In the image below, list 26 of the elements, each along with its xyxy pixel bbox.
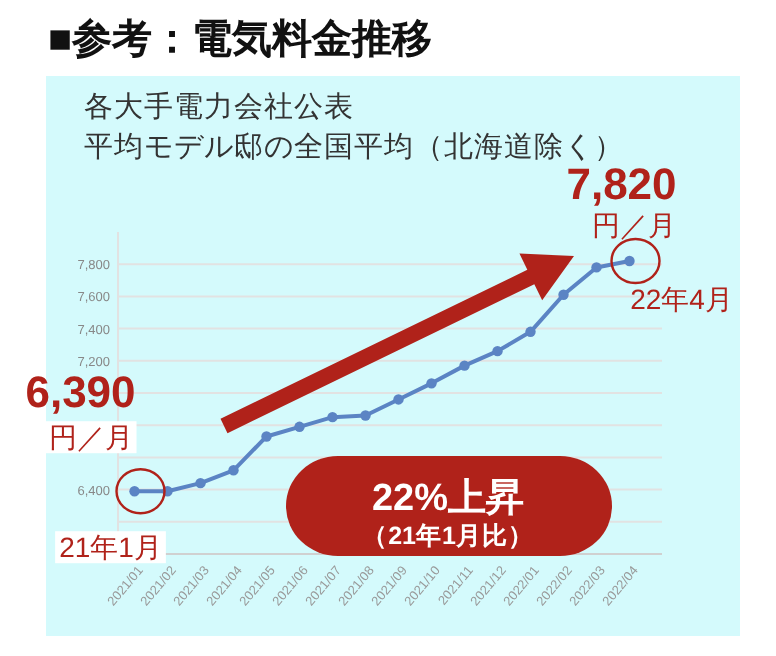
point xyxy=(360,410,371,421)
point xyxy=(261,431,272,442)
point xyxy=(129,486,140,497)
point xyxy=(426,378,437,389)
point xyxy=(393,394,404,405)
point xyxy=(591,262,602,273)
point xyxy=(459,360,470,371)
point xyxy=(492,345,503,357)
annotation: 円／月 xyxy=(591,208,676,241)
annotation: 円／月 xyxy=(48,421,133,454)
point xyxy=(327,411,338,423)
point xyxy=(228,465,239,476)
text: 平均モデル邸の全国平均（北海道除く） xyxy=(84,130,624,164)
point xyxy=(525,326,536,338)
annotation: 22%上昇 xyxy=(371,476,525,520)
data-label: 7,820 xyxy=(566,158,677,209)
annotation: 21年1月 xyxy=(59,531,162,564)
annotation: 22年4月 xyxy=(630,282,733,315)
chart-subtitle: 各大手電力会社公表 xyxy=(84,90,354,124)
point xyxy=(624,255,635,267)
point xyxy=(558,289,569,300)
point xyxy=(195,477,206,489)
data-label: 6,390 xyxy=(25,367,136,418)
chart-title: ■参考：電気料金推移 xyxy=(48,16,433,62)
point xyxy=(294,421,305,433)
annotation: （21年1月比） xyxy=(362,522,534,550)
